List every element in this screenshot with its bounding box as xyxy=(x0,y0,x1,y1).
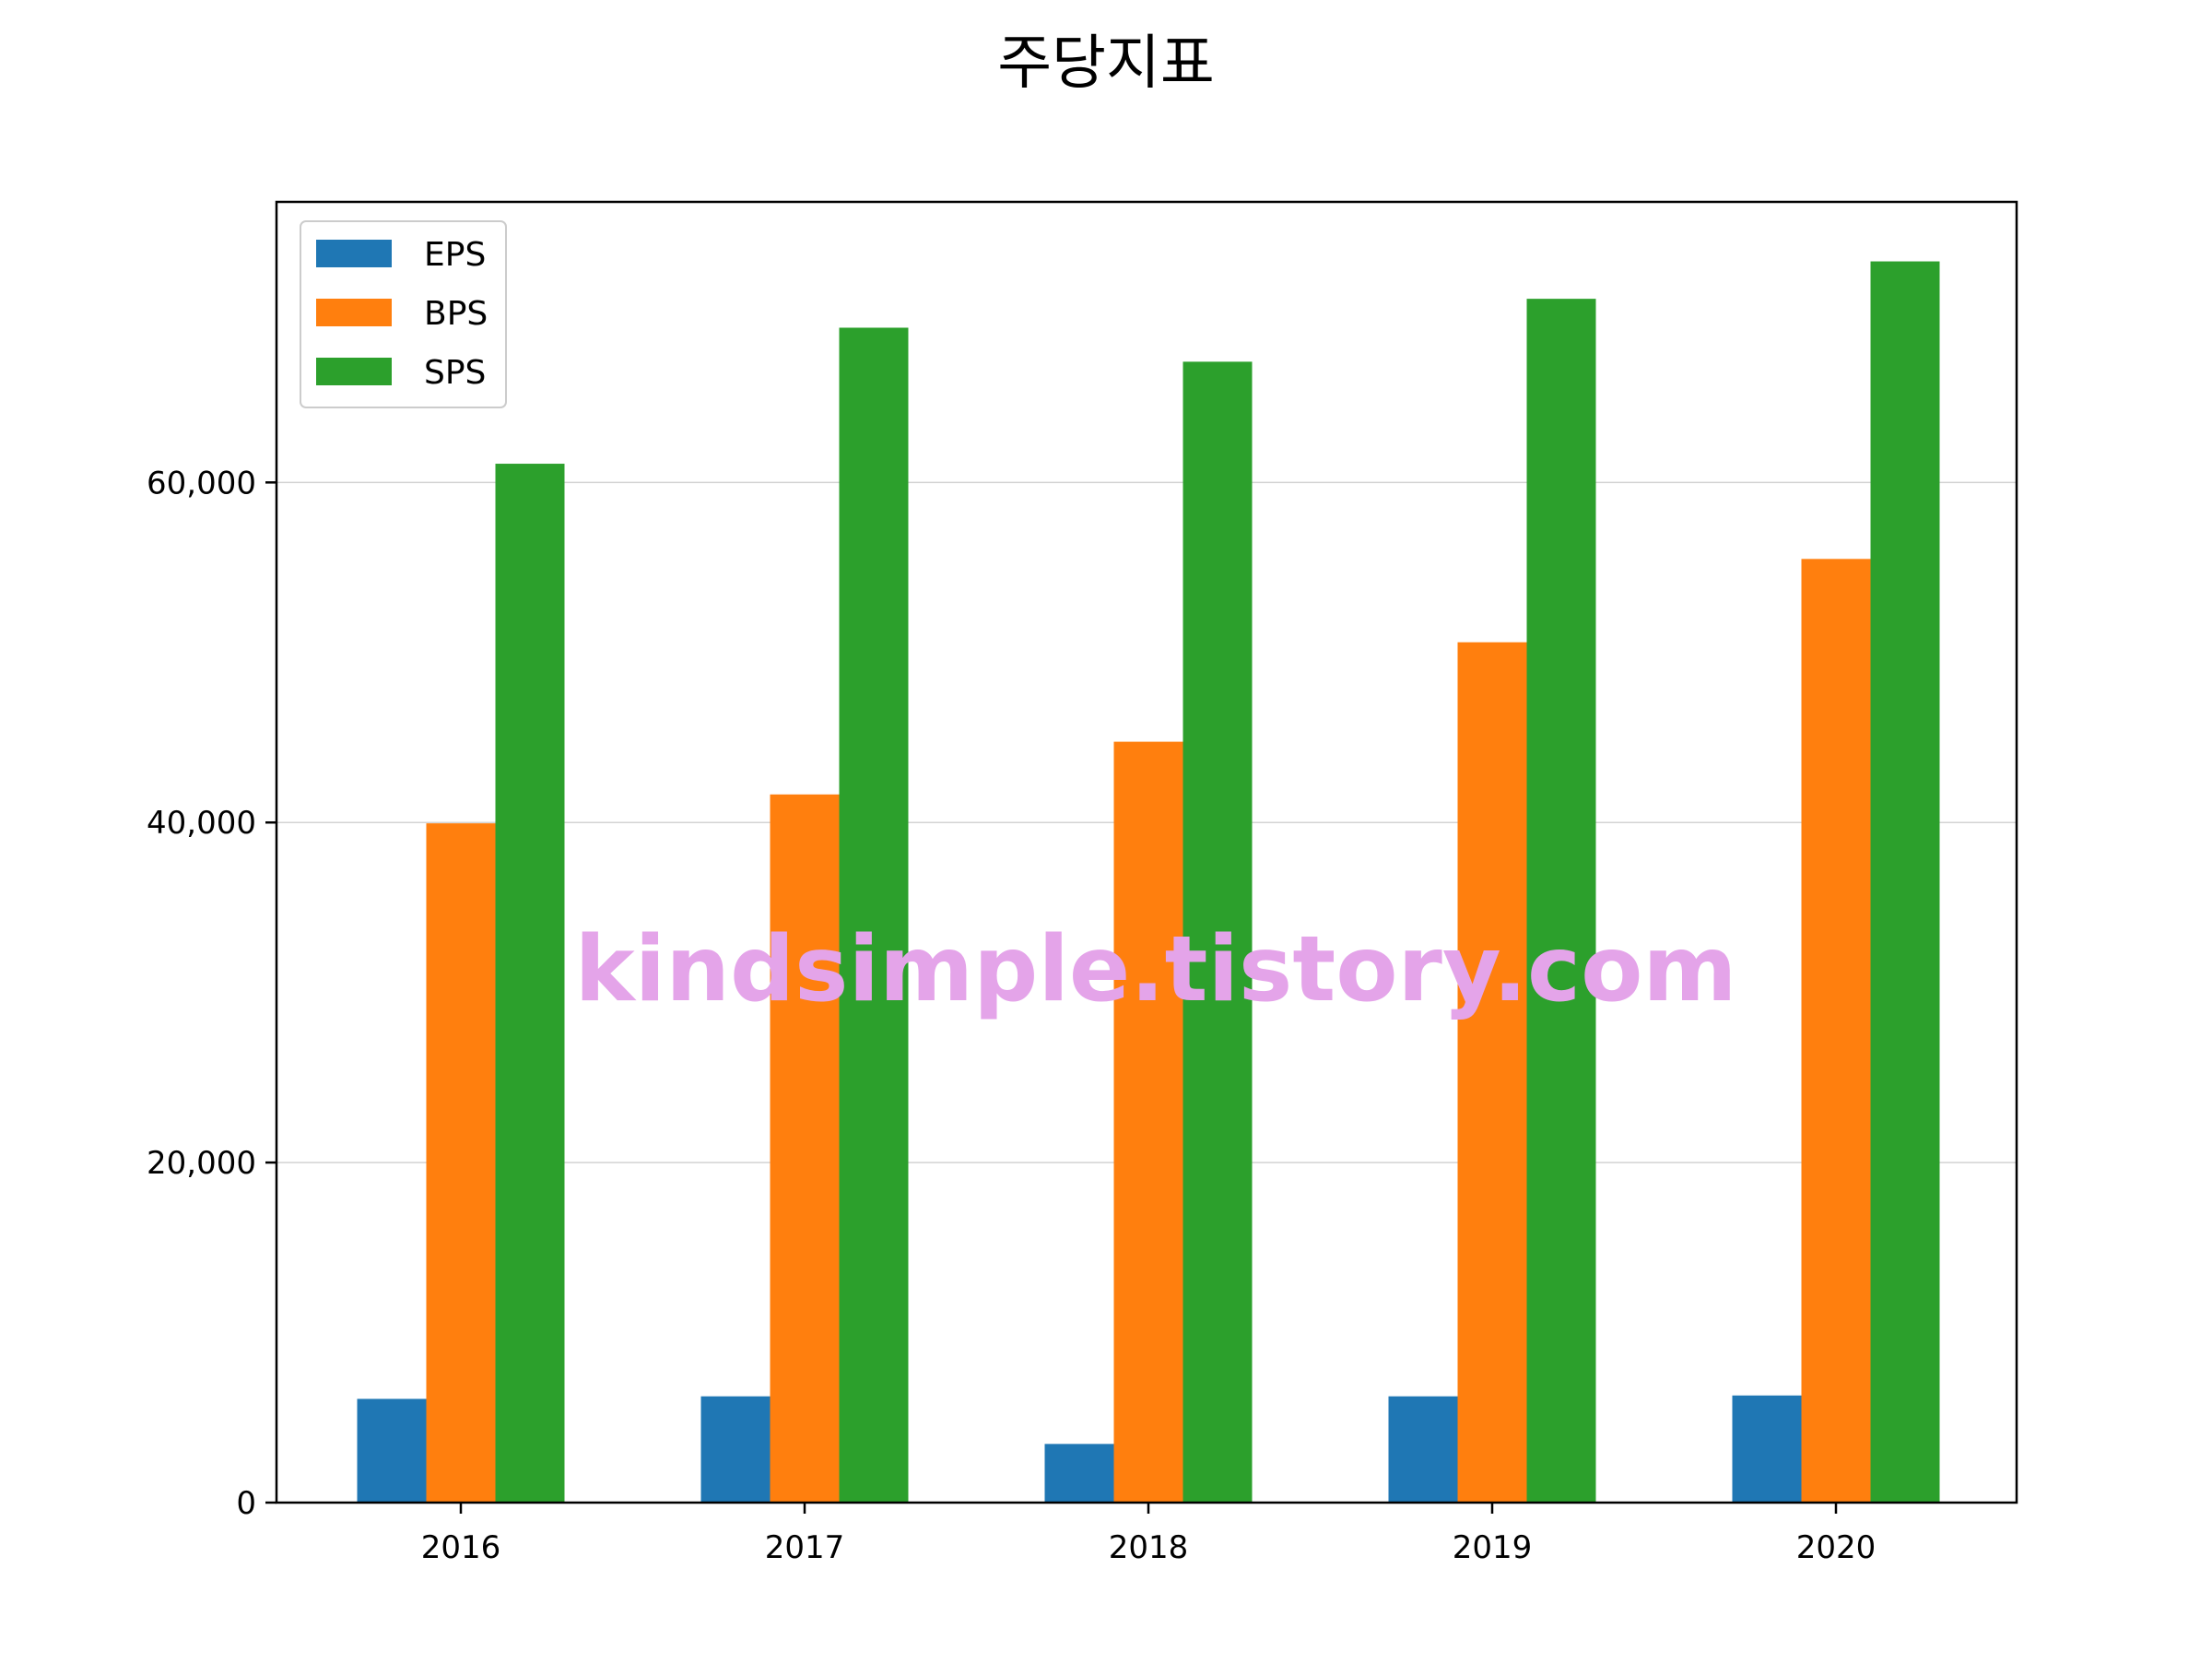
legend-swatch-bps xyxy=(316,299,392,326)
x-tick-label: 2017 xyxy=(765,1529,845,1566)
x-tick-label: 2019 xyxy=(1453,1529,1533,1566)
x-axis: 2016 2017 2018 2019 2020 xyxy=(421,1503,1877,1566)
legend-label-eps: EPS xyxy=(424,236,486,274)
chart-title: 주당지표 xyxy=(997,29,1215,98)
legend-label-sps: SPS xyxy=(424,354,486,392)
bar-sps-2016 xyxy=(495,464,565,1503)
bar-eps-2017 xyxy=(700,1396,771,1503)
bar-eps-2018 xyxy=(1044,1444,1114,1503)
watermark-text: kindsimple.tistory.com xyxy=(574,917,1736,1022)
x-tick-label: 2016 xyxy=(421,1529,501,1566)
bar-bps-2018 xyxy=(1113,741,1183,1503)
bar-eps-2016 xyxy=(357,1398,427,1503)
bar-bps-2019 xyxy=(1457,642,1527,1503)
bars xyxy=(357,261,1940,1504)
bar-sps-2017 xyxy=(839,327,909,1503)
y-tick-label: 20,000 xyxy=(147,1145,256,1182)
y-tick-label: 0 xyxy=(236,1485,256,1522)
bar-sps-2019 xyxy=(1526,299,1596,1504)
bar-bps-2020 xyxy=(1801,559,1871,1503)
x-tick-label: 2020 xyxy=(1796,1529,1877,1566)
bar-sps-2018 xyxy=(1182,361,1253,1503)
y-tick-label: 60,000 xyxy=(147,465,256,501)
y-axis: 0 20,000 40,000 60,000 xyxy=(147,465,276,1522)
bar-bps-2017 xyxy=(770,794,840,1503)
x-tick-label: 2018 xyxy=(1109,1529,1189,1566)
legend-swatch-sps xyxy=(316,358,392,385)
plot-frame xyxy=(275,200,2018,1504)
bar-eps-2019 xyxy=(1388,1396,1458,1503)
legend: EPS BPS SPS xyxy=(300,220,507,408)
bar-eps-2020 xyxy=(1732,1395,1802,1503)
legend-swatch-eps xyxy=(316,240,392,267)
y-tick-label: 40,000 xyxy=(147,805,256,842)
bar-bps-2016 xyxy=(426,823,496,1503)
legend-label-bps: BPS xyxy=(424,295,488,333)
bar-sps-2020 xyxy=(1870,261,1940,1503)
